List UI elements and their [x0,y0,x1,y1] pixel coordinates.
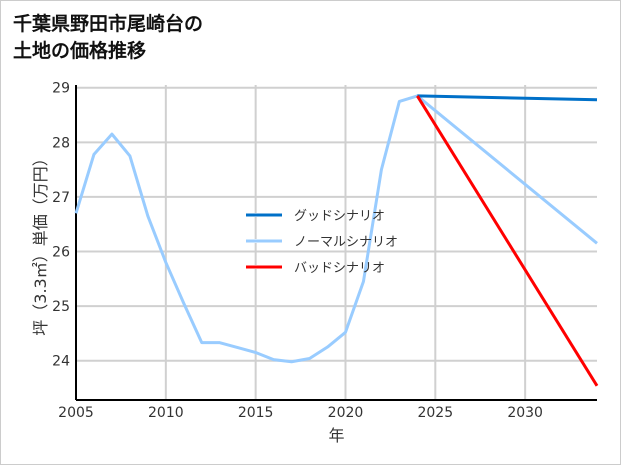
legend-label: バッドシナリオ [294,261,385,276]
x-tick-label: 2030 [507,405,543,421]
x-axis-label: 年 [328,426,344,445]
y-tick-label: 28 [52,135,70,151]
x-tick-label: 2025 [417,405,453,421]
legend-label: ノーマルシナリオ [294,235,398,250]
x-tick-label: 2015 [238,405,274,421]
title-line-1: 千葉県野田市尾崎台の [13,13,204,35]
x-tick-label: 2005 [58,405,94,421]
y-tick-label: 27 [52,190,70,206]
x-tick-label: 2010 [148,405,184,421]
series-line-0 [417,94,598,102]
title-line-2: 土地の価格推移 [13,40,147,62]
legend-label: グッドシナリオ [294,209,385,224]
y-tick-label: 25 [52,299,70,315]
chart-title: 千葉県野田市尾崎台の 土地の価格推移 [13,11,203,65]
x-tick-label: 2020 [328,405,364,421]
series-line-1 [74,94,598,364]
y-axis-label: 坪（3.3㎡）単価（万円） [31,150,50,335]
y-tick-label: 29 [52,81,70,97]
y-tick-label: 24 [52,354,70,370]
y-tick-label: 26 [52,245,70,261]
series-line-2 [416,95,599,387]
